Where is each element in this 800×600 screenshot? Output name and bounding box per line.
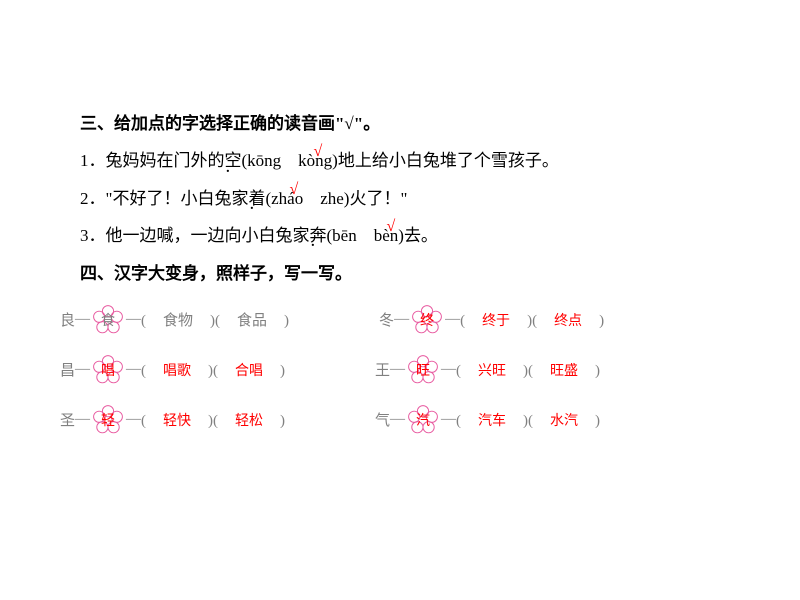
word-blank: ( 合唱 ) <box>213 359 285 380</box>
word-blank: ( 食品 ) <box>215 309 289 330</box>
exercise-item: 冬— 终 —( 终于 )( 终点 ) <box>379 304 604 336</box>
derived-char: 唱 <box>101 360 115 380</box>
base-char: 气 <box>375 409 390 430</box>
word-blank: ( 水汽 ) <box>528 409 600 430</box>
word-answer: 兴旺 <box>476 364 508 379</box>
exercise-row: 良— 食 —( 食物 )( 食品 ) 冬— 终 —( 终于 )( 终点 ) <box>60 304 740 336</box>
flower-icon: 食 <box>92 304 124 336</box>
word-answer: 汽车 <box>476 414 508 429</box>
section4-heading: 四、汉字大变身，照样子，写一写。 <box>80 255 720 292</box>
derived-char: 旺 <box>416 360 430 380</box>
flower-icon: 轻 <box>92 404 124 436</box>
word-answer: 终于 <box>480 314 512 329</box>
word-blank: ( 轻松 ) <box>213 409 285 430</box>
q3-char: 奔 <box>310 226 327 245</box>
section3-heading: 三、给加点的字选择正确的读音画"√"。 <box>80 105 720 142</box>
word-answer: 食物 <box>161 313 195 329</box>
word-answer: 轻松 <box>233 414 265 429</box>
derived-char: 轻 <box>101 410 115 430</box>
flower-icon: 终 <box>411 304 443 336</box>
worksheet-body: 三、给加点的字选择正确的读音画"√"。 1．兔妈妈在门外的空(kōng kòng… <box>0 0 800 292</box>
q3: 3．他一边喊，一边向小白兔家奔(bēn bèn√)去。 <box>80 217 720 254</box>
exercise-item: 圣— 轻 —( 轻快 )( 轻松 ) <box>60 404 285 436</box>
word-answer: 轻快 <box>161 414 193 429</box>
q3-post: 去。 <box>404 226 438 245</box>
q1-post: 地上给小白兔堆了个雪孩子。 <box>338 151 559 170</box>
q1-pre: 1．兔妈妈在门外的 <box>80 151 225 170</box>
derived-char: 汽 <box>416 410 430 430</box>
word-blank: ( 汽车 ) <box>456 409 528 430</box>
word-blank: ( 旺盛 ) <box>528 359 600 380</box>
base-char: 良 <box>60 309 75 330</box>
word-blank: ( 唱歌 ) <box>141 359 213 380</box>
q2-char: 着 <box>248 189 265 208</box>
word-blank: ( 兴旺 ) <box>456 359 528 380</box>
q1-char: 空 <box>225 151 242 170</box>
flower-icon: 旺 <box>407 354 439 386</box>
exercise-item: 王— 旺 —( 兴旺 )( 旺盛 ) <box>375 354 600 386</box>
exercise-row: 圣— 轻 —( 轻快 )( 轻松 ) 气— 汽 —( 汽车 )( 水汽 ) <box>60 404 740 436</box>
exercise-row: 昌— 唱 —( 唱歌 )( 合唱 ) 王— 旺 —( 兴旺 )( 旺盛 ) <box>60 354 740 386</box>
q1: 1．兔妈妈在门外的空(kōng kòng√)地上给小白兔堆了个雪孩子。 <box>80 142 720 179</box>
exercise-grid: 良— 食 —( 食物 )( 食品 ) 冬— 终 —( 终于 )( 终点 ) 昌—… <box>0 292 800 436</box>
q3-pinyin: (bēn bèn√) <box>327 217 404 254</box>
word-answer: 唱歌 <box>161 364 193 379</box>
exercise-item: 气— 汽 —( 汽车 )( 水汽 ) <box>375 404 600 436</box>
check-icon: √ <box>314 134 323 169</box>
check-icon: √ <box>289 172 298 207</box>
q2-post: 火了！" <box>349 189 407 208</box>
base-char: 王 <box>375 359 390 380</box>
q2-pinyin: (zháo√ zhe) <box>265 180 349 217</box>
word-answer: 水汽 <box>548 414 580 429</box>
base-char: 冬 <box>379 309 394 330</box>
derived-char: 终 <box>420 310 434 330</box>
word-blank: ( 终于 ) <box>460 309 532 330</box>
q2: 2．"不好了！小白兔家着(zháo√ zhe)火了！" <box>80 180 720 217</box>
word-answer: 食品 <box>235 313 269 329</box>
check-icon: √ <box>387 209 396 244</box>
q3-pre: 3．他一边喊，一边向小白兔家 <box>80 226 310 245</box>
word-blank: ( 食物 ) <box>141 309 215 330</box>
q2-pre: 2．"不好了！小白兔家 <box>80 189 248 208</box>
exercise-item: 昌— 唱 —( 唱歌 )( 合唱 ) <box>60 354 285 386</box>
base-char: 昌 <box>60 359 75 380</box>
flower-icon: 汽 <box>407 404 439 436</box>
flower-icon: 唱 <box>92 354 124 386</box>
word-answer: 合唱 <box>233 364 265 379</box>
word-blank: ( 终点 ) <box>532 309 604 330</box>
word-answer: 旺盛 <box>548 364 580 379</box>
base-char: 圣 <box>60 409 75 430</box>
exercise-item: 良— 食 —( 食物 )( 食品 ) <box>60 304 289 336</box>
word-answer: 终点 <box>552 314 584 329</box>
word-blank: ( 轻快 ) <box>141 409 213 430</box>
derived-char: 食 <box>101 310 115 330</box>
